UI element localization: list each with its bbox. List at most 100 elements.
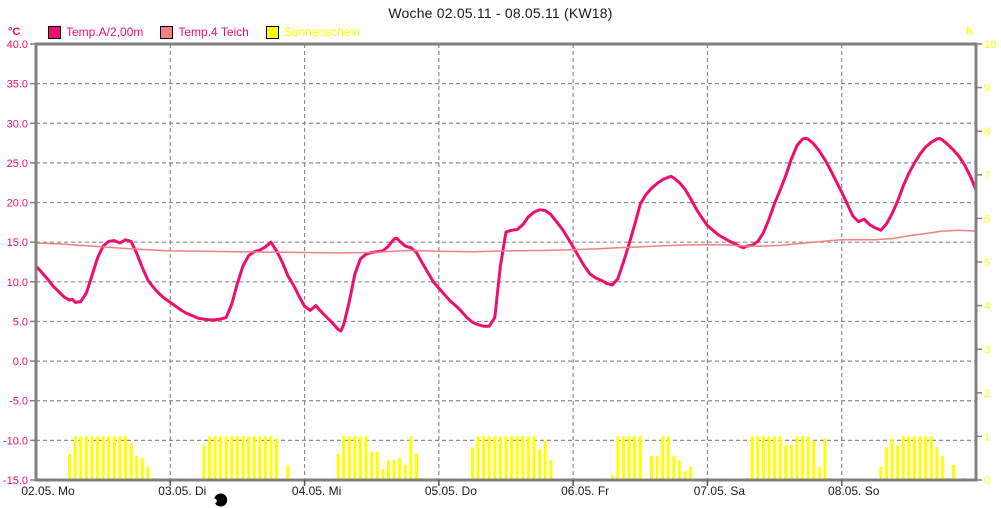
sunshine-bar: [398, 458, 402, 480]
sunshine-bar: [90, 436, 94, 480]
sunshine-bar: [263, 436, 267, 480]
sunshine-bar: [241, 436, 245, 480]
sunshine-bar: [129, 442, 133, 480]
sunshine-bar: [252, 436, 256, 480]
sunshine-bar: [96, 436, 100, 480]
sunshine-bar: [269, 436, 273, 480]
sunshine-bar: [482, 436, 486, 480]
sunshine-bar: [661, 436, 665, 480]
sunshine-bar: [812, 440, 816, 480]
sunshine-bar: [247, 436, 251, 480]
sunshine-bar: [84, 436, 88, 480]
sunshine-bar: [929, 436, 933, 480]
left-axis-unit-label: °C: [8, 26, 21, 38]
sunshine-bar: [101, 436, 105, 480]
legend-item-sonnenschein: Sonnenschein: [265, 25, 360, 39]
right-axis-tick-label: 7: [984, 170, 990, 182]
sunshine-bar: [773, 436, 777, 480]
teich-temp-line: [35, 229, 977, 254]
sonnenschein-swatch-icon: [265, 25, 279, 39]
teich-swatch-icon: [160, 25, 174, 39]
sunshine-bar: [275, 438, 279, 480]
sunshine-bar: [912, 436, 916, 480]
sunshine-bar: [538, 449, 542, 480]
left-axis-tick-label: 30.0: [7, 118, 28, 130]
x-axis-day-label: 03.05. Di: [158, 484, 206, 498]
sunshine-bar: [124, 436, 128, 480]
x-axis-day-label: 05.05. Do: [425, 484, 477, 498]
sunshine-bar: [470, 447, 474, 480]
sunshine-bar: [112, 436, 116, 480]
x-axis-day-label: 07.05. Sa: [694, 484, 746, 498]
sunshine-bar: [683, 471, 687, 480]
sunshine-bar: [616, 436, 620, 480]
sunshine-bar: [79, 436, 83, 480]
right-axis-tick-label: 4: [984, 301, 990, 313]
left-axis-tick-label: 20.0: [7, 198, 28, 210]
sunshine-bar: [924, 436, 928, 480]
left-axis-tick-label: 40.0: [7, 39, 28, 51]
sunshine-bar: [672, 456, 676, 480]
sunshine-bar: [532, 436, 536, 480]
sunshine-bar: [879, 466, 883, 480]
sunshine-bar: [68, 453, 72, 480]
left-axis-tick-label: 0.0: [13, 356, 28, 368]
sunshine-bar: [666, 436, 670, 480]
sunshine-bar: [649, 456, 653, 480]
sunshine-bar: [918, 436, 922, 480]
sunshine-bar: [230, 436, 234, 480]
sunshine-bar: [756, 436, 760, 480]
right-axis-tick-label: 10: [984, 39, 996, 51]
sunshine-bar: [493, 436, 497, 480]
sunshine-bar: [549, 460, 553, 480]
sunshine-bar: [526, 436, 530, 480]
sunshine-bar: [381, 469, 385, 480]
sunshine-bar: [801, 436, 805, 480]
sunshine-bar: [817, 466, 821, 480]
left-axis-tick-label: 25.0: [7, 158, 28, 170]
right-axis-tick-label: 9: [984, 83, 990, 95]
sunshine-bar: [795, 436, 799, 480]
sunshine-bar: [907, 436, 911, 480]
sunshine-bar: [504, 436, 508, 480]
sunshine-bar: [823, 438, 827, 480]
left-axis-tick-label: -10.0: [3, 435, 28, 447]
sunshine-bar: [901, 436, 905, 480]
sunshine-bar: [146, 466, 150, 480]
sunshine-bar: [638, 436, 642, 480]
sunshine-bar: [342, 436, 346, 480]
sunshine-bar: [202, 445, 206, 480]
right-axis-tick-label: 2: [984, 388, 990, 400]
sunshine-bar: [392, 460, 396, 480]
left-axis-tick-label: 15.0: [7, 237, 28, 249]
air-temp-line: [34, 136, 978, 333]
sunshine-bar: [767, 436, 771, 480]
sunshine-bar: [235, 436, 239, 480]
sunshine-bar: [219, 436, 223, 480]
sunshine-bar: [784, 445, 788, 480]
left-axis-tick-label: -15.0: [3, 475, 28, 487]
sunshine-bar: [633, 436, 637, 480]
sunshine-bar: [510, 436, 514, 480]
sunshine-bar: [487, 436, 491, 480]
legend-label-sonnenschein: Sonnenschein: [283, 25, 360, 39]
sunshine-bar: [476, 436, 480, 480]
sunshine-bar: [140, 458, 144, 480]
plot-border: [34, 42, 978, 482]
right-axis-tick-label: 1: [984, 431, 990, 443]
sunshine-bar: [375, 451, 379, 480]
left-axis-tick-label: -5.0: [9, 396, 28, 408]
sunshine-bar: [689, 466, 693, 480]
sunshine-bar: [353, 436, 357, 480]
right-axis-unit-label: h: [966, 26, 973, 38]
sunshine-bar: [409, 436, 413, 480]
x-axis-day-label: 06.05. Fr: [561, 484, 609, 498]
sunshine-bar: [610, 475, 614, 480]
sunshine-bar: [224, 436, 228, 480]
sunshine-bar: [677, 460, 681, 480]
sunshine-bar: [336, 453, 340, 480]
sunshine-bar: [498, 436, 502, 480]
sunshine-bar: [286, 464, 290, 480]
right-axis-tick-label: 8: [984, 126, 990, 138]
